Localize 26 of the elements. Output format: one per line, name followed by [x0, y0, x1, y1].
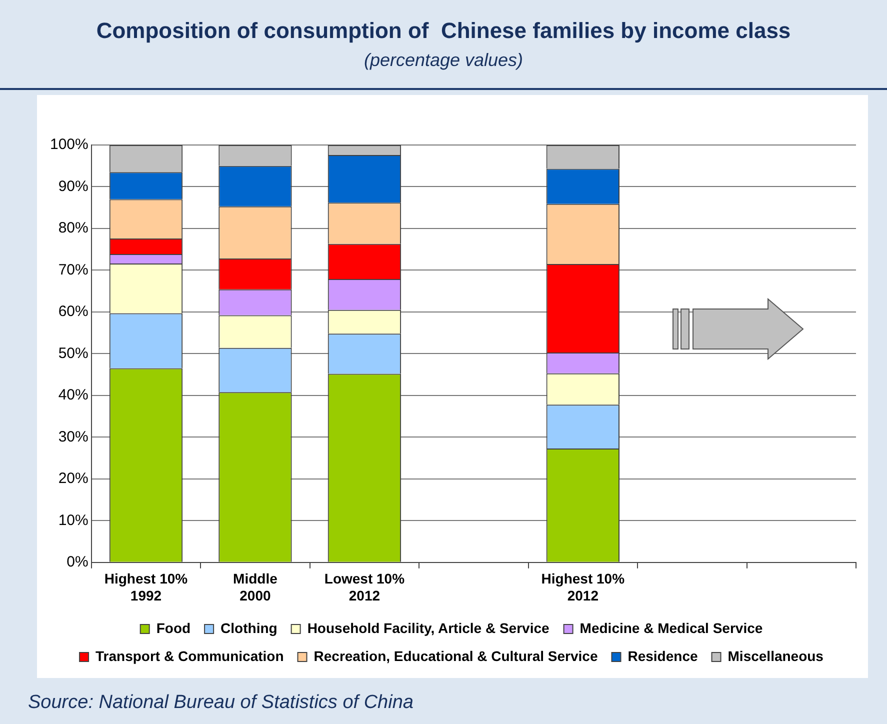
- chart-title: Composition of consumption of Chinese families by income class: [95, 17, 792, 44]
- y-tick-label: 40%: [58, 386, 88, 404]
- y-tick-label: 60%: [58, 303, 88, 320]
- x-tick-label: Highest 10% 1992: [104, 570, 188, 604]
- x-tick-label: Middle 2000: [233, 570, 278, 604]
- y-tick-label: 0%: [66, 554, 88, 571]
- y-tick-label: 100%: [50, 136, 88, 154]
- chart-subtitle: (percentage values): [362, 50, 524, 71]
- legend-label: Clothing: [220, 620, 278, 636]
- legend-label: Food: [156, 620, 191, 636]
- source-note: Source: National Bureau of Statistics of China: [28, 692, 414, 714]
- y-tick-label: 70%: [58, 261, 88, 278]
- legend-label: Transport & Communication: [96, 648, 284, 664]
- y-tick-label: 30%: [58, 428, 88, 446]
- x-tick-label: Lowest 10% 2012: [324, 570, 406, 604]
- x-tick-label: Highest 10% 2012: [541, 570, 626, 604]
- y-tick-label: 80%: [58, 220, 88, 237]
- y-tick-label: 20%: [58, 470, 88, 488]
- y-tick-label: 90%: [58, 178, 88, 195]
- legend-label: Miscellaneous: [728, 648, 824, 664]
- legend-label: Household Facility, Article & Service: [307, 620, 550, 636]
- y-tick-label: 50%: [58, 344, 88, 362]
- y-tick-label: 10%: [58, 512, 88, 529]
- legend-label: Medicine & Medical Service: [580, 620, 763, 636]
- legend-label: Residence: [628, 648, 698, 664]
- legend-label: Recreation, Educational & Cultural Service: [314, 648, 598, 664]
